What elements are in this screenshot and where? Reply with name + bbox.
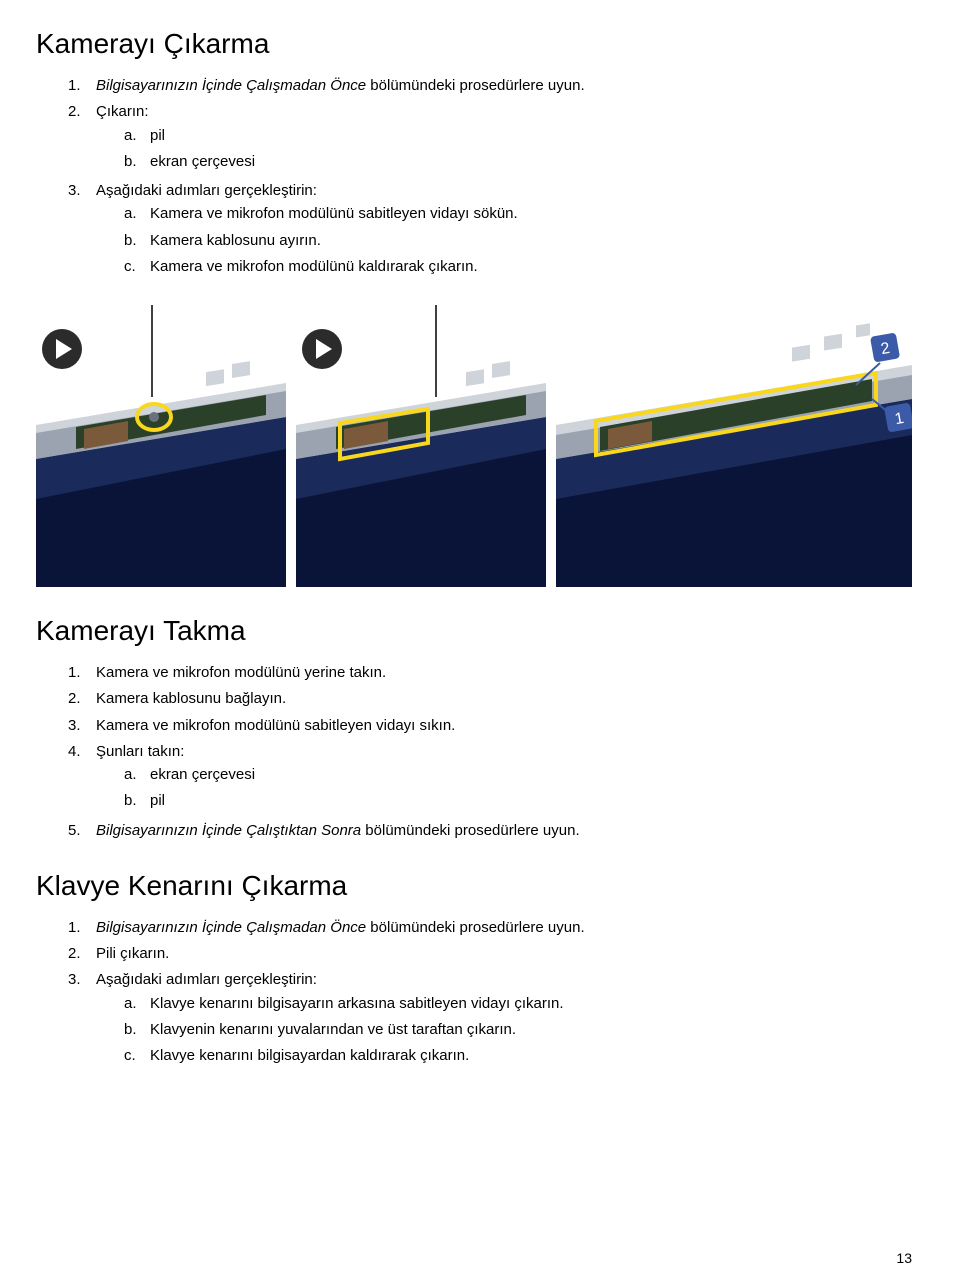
sub-item: b.ekran çerçevesi — [124, 150, 912, 173]
section-title-remove-keyboard-trim: Klavye Kenarını Çıkarma — [36, 870, 912, 902]
list-item: 3. Aşağıdaki adımları gerçekleştirin: a.… — [68, 179, 912, 281]
list-item: 3. Aşağıdaki adımları gerçekleştirin: a.… — [68, 968, 912, 1070]
list-remove-camera: 1. Bilgisayarınızın İçinde Çalışmadan Ön… — [68, 74, 912, 281]
list-text: Bilgisayarınızın İçinde Çalışmadan Önce … — [96, 74, 585, 97]
sub-item: c.Klavye kenarını bilgisayardan kaldırar… — [124, 1044, 912, 1067]
list-item: 1.Kamera ve mikrofon modülünü yerine tak… — [68, 661, 912, 684]
list-item: 2.Kamera kablosunu bağlayın. — [68, 687, 912, 710]
list-item: 1. Bilgisayarınızın İçinde Çalışmadan Ön… — [68, 74, 912, 97]
sub-list: a.Klavye kenarını bilgisayarın arkasına … — [124, 992, 912, 1068]
sub-item: b.pil — [124, 789, 912, 812]
figure-panel-3: 2 1 — [556, 323, 912, 587]
figure-panel-1 — [36, 305, 286, 587]
list-install-camera: 1.Kamera ve mikrofon modülünü yerine tak… — [68, 661, 912, 842]
page-number: 13 — [896, 1250, 912, 1266]
list-item: 1. Bilgisayarınızın İçinde Çalışmadan Ön… — [68, 916, 912, 939]
list-number: 1. — [68, 74, 96, 97]
sub-item: a.Kamera ve mikrofon modülünü sabitleyen… — [124, 202, 912, 225]
list-text: Aşağıdaki adımları gerçekleştirin: — [96, 182, 317, 199]
sub-item: a.ekran çerçevesi — [124, 763, 912, 786]
section-title-remove-camera: Kamerayı Çıkarma — [36, 28, 912, 60]
list-item: 2. Çıkarın: a.pil b.ekran çerçevesi — [68, 100, 912, 176]
list-item: 5. Bilgisayarınızın İçinde Çalıştıktan S… — [68, 819, 912, 842]
list-text: Çıkarın: — [96, 103, 149, 120]
list-item: 4. Şunları takın: a.ekran çerçevesi b.pi… — [68, 740, 912, 816]
list-number: 2. — [68, 100, 96, 123]
sub-item: b.Kamera kablosunu ayırın. — [124, 229, 912, 252]
sub-item: c.Kamera ve mikrofon modülünü kaldırarak… — [124, 255, 912, 278]
sub-list: a.pil b.ekran çerçevesi — [124, 124, 912, 174]
list-item: 2.Pili çıkarın. — [68, 942, 912, 965]
list-item: 3.Kamera ve mikrofon modülünü sabitleyen… — [68, 714, 912, 737]
sub-item: a.pil — [124, 124, 912, 147]
list-remove-keyboard-trim: 1. Bilgisayarınızın İçinde Çalışmadan Ön… — [68, 916, 912, 1071]
figure-panel-2 — [296, 305, 546, 587]
sub-list: a.ekran çerçevesi b.pil — [124, 763, 912, 813]
camera-removal-figure: 2 1 — [36, 299, 912, 587]
list-number: 3. — [68, 179, 96, 202]
sub-item: a.Klavye kenarını bilgisayarın arkasına … — [124, 992, 912, 1015]
sub-list: a.Kamera ve mikrofon modülünü sabitleyen… — [124, 202, 912, 278]
sub-item: b.Klavyenin kenarını yuvalarından ve üst… — [124, 1018, 912, 1041]
section-title-install-camera: Kamerayı Takma — [36, 615, 912, 647]
